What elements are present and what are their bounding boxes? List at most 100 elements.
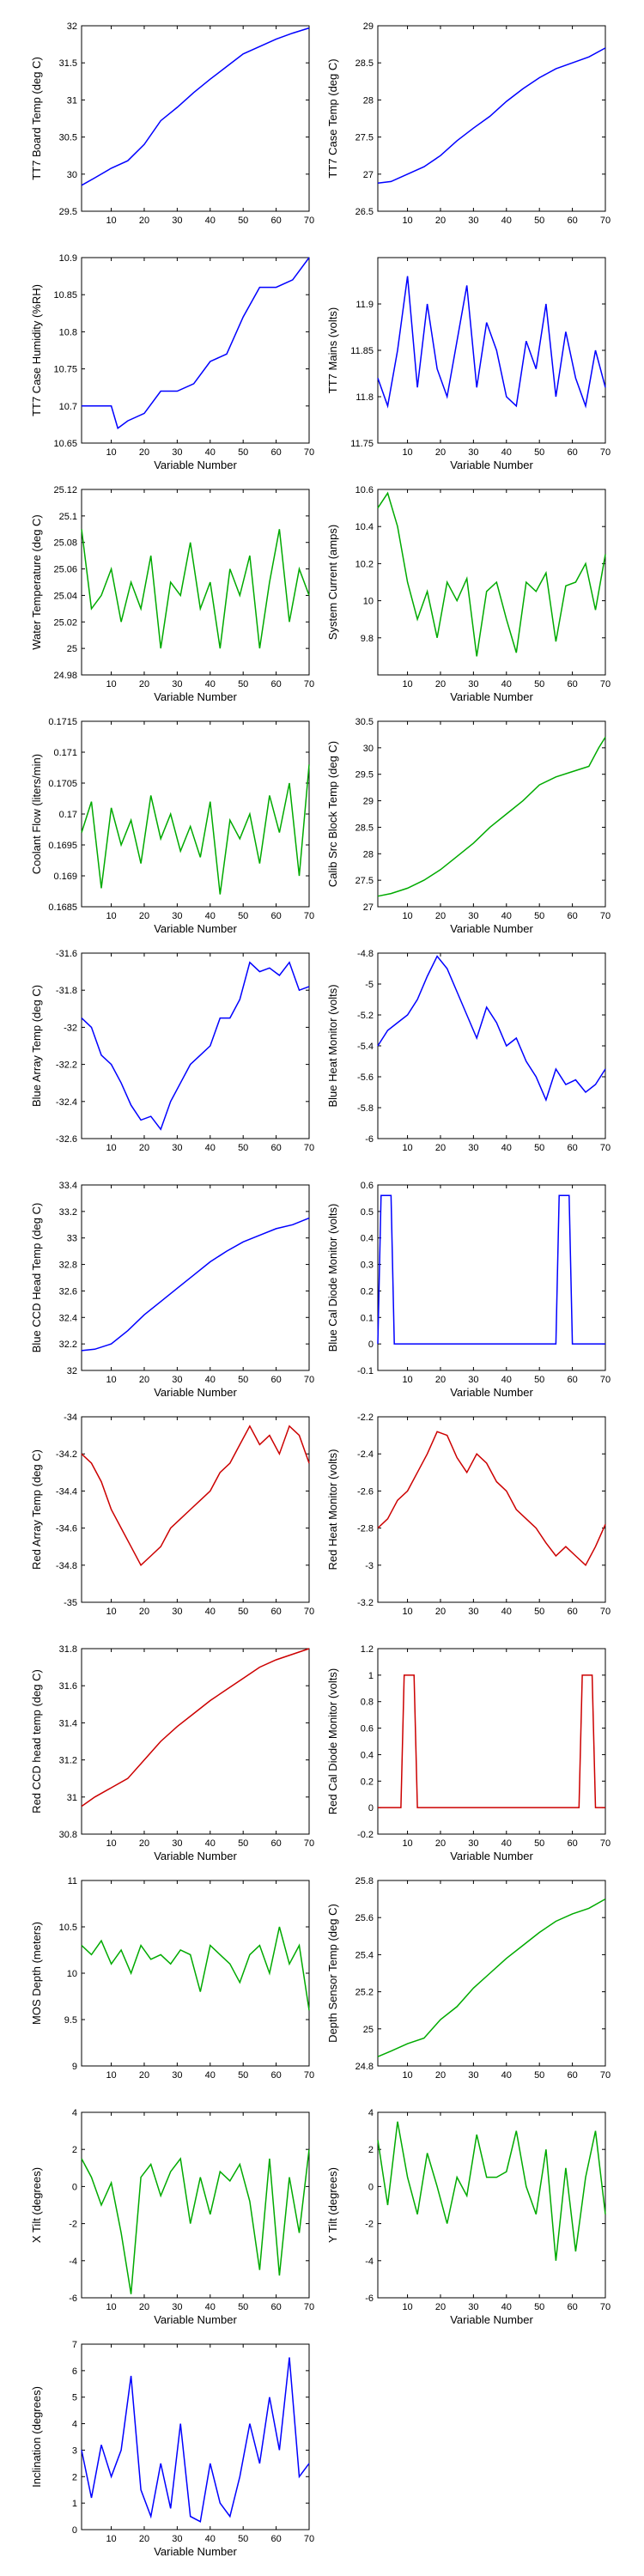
y-tick-label: 25.08 xyxy=(53,538,77,549)
y-tick-label: 33.4 xyxy=(59,1181,77,1191)
y-tick-label: 28 xyxy=(363,95,374,106)
y-tick-label: 0.1 xyxy=(361,1313,374,1323)
y-tick-label: 32.8 xyxy=(59,1261,77,1271)
x-tick-label: 30 xyxy=(172,2302,182,2312)
x-tick-label: 10 xyxy=(402,1607,412,1617)
x-tick-label: 70 xyxy=(600,911,611,921)
x-tick-label: 70 xyxy=(304,2302,314,2312)
y-tick-label: 10.65 xyxy=(53,439,77,449)
x-tick-label: 70 xyxy=(304,1838,314,1849)
y-tick-label: -4.8 xyxy=(357,949,374,959)
x-tick-label: 60 xyxy=(567,2070,577,2081)
y-tick-label: 0 xyxy=(368,1340,374,1350)
x-tick-label: 40 xyxy=(501,447,512,458)
x-tick-label: 70 xyxy=(304,1143,314,1153)
y-tick-label: 1 xyxy=(368,1671,374,1681)
y-axis-label: Inclination (degrees) xyxy=(30,2386,43,2488)
y-tick-label: -32.6 xyxy=(56,1134,77,1145)
x-tick-label: 30 xyxy=(468,911,478,921)
plot-frame xyxy=(81,489,310,676)
x-tick-label: 50 xyxy=(238,1143,248,1153)
y-tick-label: -6 xyxy=(365,2293,374,2304)
plot-frame xyxy=(81,2343,310,2530)
y-axis-label: System Current (amps) xyxy=(326,525,339,640)
y-tick-label: 0.6 xyxy=(361,1181,374,1191)
x-tick-label: 10 xyxy=(106,2070,116,2081)
x-tick-label: 30 xyxy=(172,1143,182,1153)
y-tick-label: -5.6 xyxy=(357,1072,374,1083)
y-tick-label: 25.4 xyxy=(355,1950,374,1960)
subplot-10: 10 20 30 40 50 60 70 -6 -5.8 -5.6 -5.4 -5.2 -5 -4.8 Bl… xyxy=(326,949,611,1153)
x-tick-label: 50 xyxy=(534,1838,544,1849)
x-tick-label: 10 xyxy=(402,447,412,458)
series-line xyxy=(378,1674,605,1808)
x-tick-label: 40 xyxy=(501,2070,512,2081)
y-tick-label: 25.1 xyxy=(59,512,77,522)
y-tick-label: 10.4 xyxy=(355,522,374,532)
y-axis-label: TT7 Case Humidity (%RH) xyxy=(30,284,43,416)
x-tick-label: 20 xyxy=(139,2070,149,2081)
x-tick-label: 20 xyxy=(139,2302,149,2312)
x-tick-label: 40 xyxy=(205,679,216,690)
subplot-9: 10 20 30 40 50 60 70 -32.6 -32.4 -32.2 -32 -31.8 -31… xyxy=(30,949,314,1153)
y-tick-label: 9.8 xyxy=(361,634,374,644)
series-line xyxy=(81,1648,310,1807)
x-tick-label: 70 xyxy=(304,216,314,226)
subplot-21: 10 20 30 40 50 60 70 0 1 2 3 4 5 6 7 Variable Number Inc… xyxy=(30,2340,314,2558)
series-line xyxy=(377,491,606,657)
x-tick-label: 20 xyxy=(139,679,149,690)
x-tick-label: 60 xyxy=(567,911,577,921)
x-tick-label: 10 xyxy=(402,679,412,690)
y-tick-label: -34.8 xyxy=(56,1561,77,1571)
x-tick-label: 40 xyxy=(501,1607,512,1617)
plot-frame xyxy=(377,952,606,1139)
y-tick-label: 32 xyxy=(67,21,77,32)
x-axis-label: Variable Number xyxy=(450,459,533,471)
x-tick-label: 10 xyxy=(402,1375,412,1385)
x-tick-label: 30 xyxy=(172,1838,182,1849)
y-tick-label: 31 xyxy=(67,1793,77,1803)
x-tick-label: 50 xyxy=(238,1838,248,1849)
x-tick-label: 10 xyxy=(106,911,116,921)
x-axis-label: Variable Number xyxy=(154,1850,237,1862)
x-axis-label: Variable Number xyxy=(154,690,237,703)
series-line xyxy=(377,737,606,897)
x-tick-label: 30 xyxy=(468,1375,478,1385)
y-tick-label: -6 xyxy=(69,2293,77,2304)
y-tick-label: 10.7 xyxy=(59,402,77,412)
y-tick-label: 2 xyxy=(72,2145,77,2155)
x-tick-label: 60 xyxy=(567,2302,577,2312)
y-tick-label: 25.12 xyxy=(53,485,77,495)
x-tick-label: 30 xyxy=(468,2070,478,2081)
y-tick-label: 31.4 xyxy=(59,1718,77,1728)
y-tick-label: 25.6 xyxy=(355,1913,374,1923)
x-tick-label: 20 xyxy=(435,1607,446,1617)
y-tick-label: 4 xyxy=(72,2108,77,2118)
x-tick-label: 30 xyxy=(468,216,478,226)
x-tick-label: 40 xyxy=(501,911,512,921)
y-tick-label: 1.2 xyxy=(361,1644,374,1655)
x-tick-label: 10 xyxy=(106,1375,116,1385)
x-tick-label: 40 xyxy=(501,1375,512,1385)
x-tick-label: 10 xyxy=(106,216,116,226)
y-tick-label: 31 xyxy=(67,95,77,106)
y-tick-label: -32 xyxy=(64,1023,77,1033)
series-line xyxy=(377,276,606,409)
x-tick-label: 50 xyxy=(238,911,248,921)
x-tick-label: 60 xyxy=(270,1607,281,1617)
x-tick-label: 10 xyxy=(106,679,116,690)
x-tick-label: 30 xyxy=(172,216,182,226)
y-tick-label: 9 xyxy=(72,2062,77,2072)
plot-frame xyxy=(377,489,606,676)
y-tick-label: 32 xyxy=(67,1366,77,1376)
y-axis-label: Coolant Flow (liters/min) xyxy=(30,754,43,874)
y-tick-label: 30 xyxy=(363,744,374,754)
x-tick-label: 10 xyxy=(106,447,116,458)
y-tick-label: 32.2 xyxy=(59,1340,77,1350)
plot-frame xyxy=(81,2111,310,2299)
x-tick-label: 50 xyxy=(534,447,544,458)
x-tick-label: 30 xyxy=(172,447,182,458)
y-axis-label: Blue Cal Diode Monitor (volts) xyxy=(326,1204,339,1352)
x-tick-label: 70 xyxy=(304,2534,314,2544)
y-tick-label: -2.2 xyxy=(357,1413,374,1423)
